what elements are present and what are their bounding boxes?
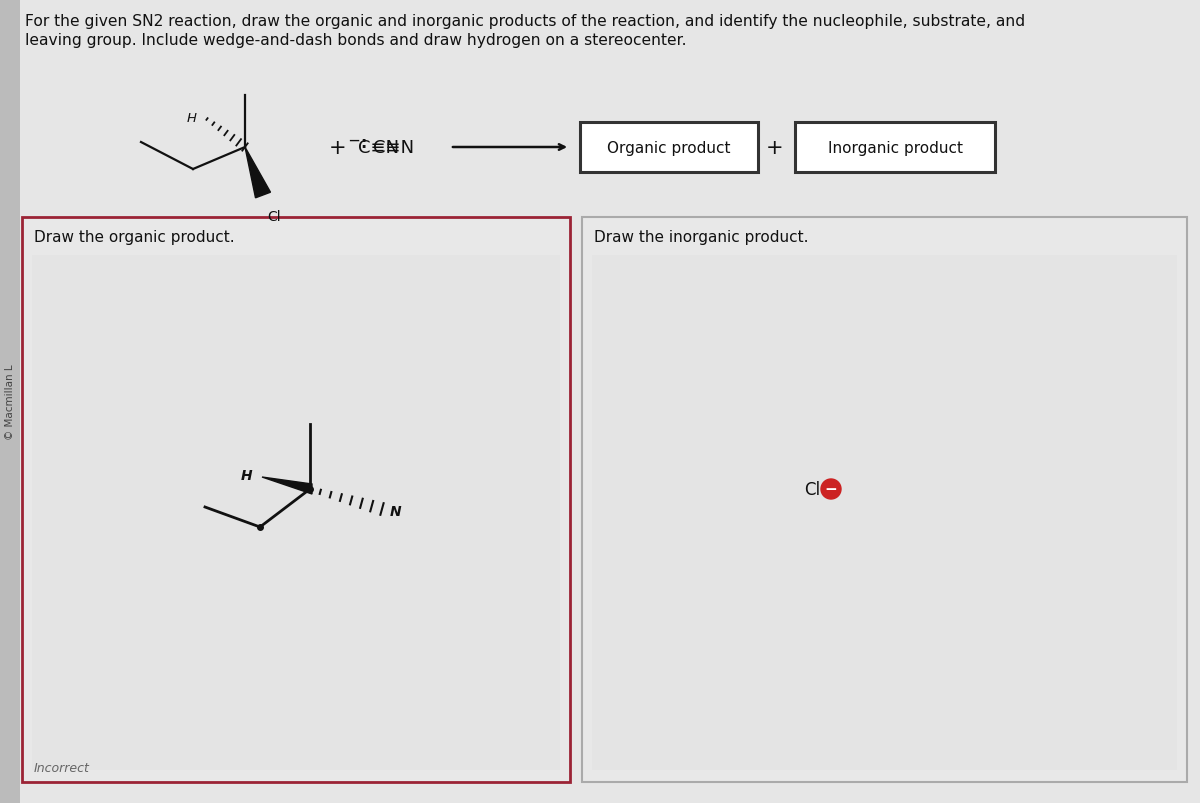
Text: Cl: Cl <box>266 210 281 224</box>
Text: C≡N: C≡N <box>373 139 414 157</box>
Text: :: : <box>360 136 366 150</box>
Text: Draw the organic product.: Draw the organic product. <box>34 230 235 245</box>
Bar <box>796 123 995 173</box>
Bar <box>22 218 570 782</box>
Text: Draw the inorganic product.: Draw the inorganic product. <box>594 230 809 245</box>
Text: −: − <box>824 482 838 497</box>
Text: ̅C≡N: ̅C≡N <box>358 139 400 157</box>
Text: +: + <box>329 138 347 158</box>
Bar <box>582 218 1187 782</box>
Text: H: H <box>240 468 252 483</box>
Text: N: N <box>390 504 402 519</box>
Text: Organic product: Organic product <box>607 141 731 155</box>
Polygon shape <box>245 148 270 198</box>
Polygon shape <box>262 478 312 495</box>
Circle shape <box>821 479 841 499</box>
Text: For the given SΝ2 reaction, draw the organic and inorganic products of the react: For the given SΝ2 reaction, draw the org… <box>25 14 1025 29</box>
Bar <box>592 255 1177 770</box>
Bar <box>32 255 560 770</box>
Bar <box>0 0 20 803</box>
Text: leaving group. Include wedge-and-dash bonds and draw hydrogen on a stereocenter.: leaving group. Include wedge-and-dash bo… <box>25 33 686 48</box>
Bar <box>580 123 758 173</box>
Text: Incorrect: Incorrect <box>34 761 90 774</box>
Text: H: H <box>187 112 197 124</box>
Text: Cl: Cl <box>804 480 820 499</box>
Text: +: + <box>766 138 784 158</box>
Text: Inorganic product: Inorganic product <box>828 141 962 155</box>
Text: © Macmillan L: © Macmillan L <box>5 364 16 439</box>
